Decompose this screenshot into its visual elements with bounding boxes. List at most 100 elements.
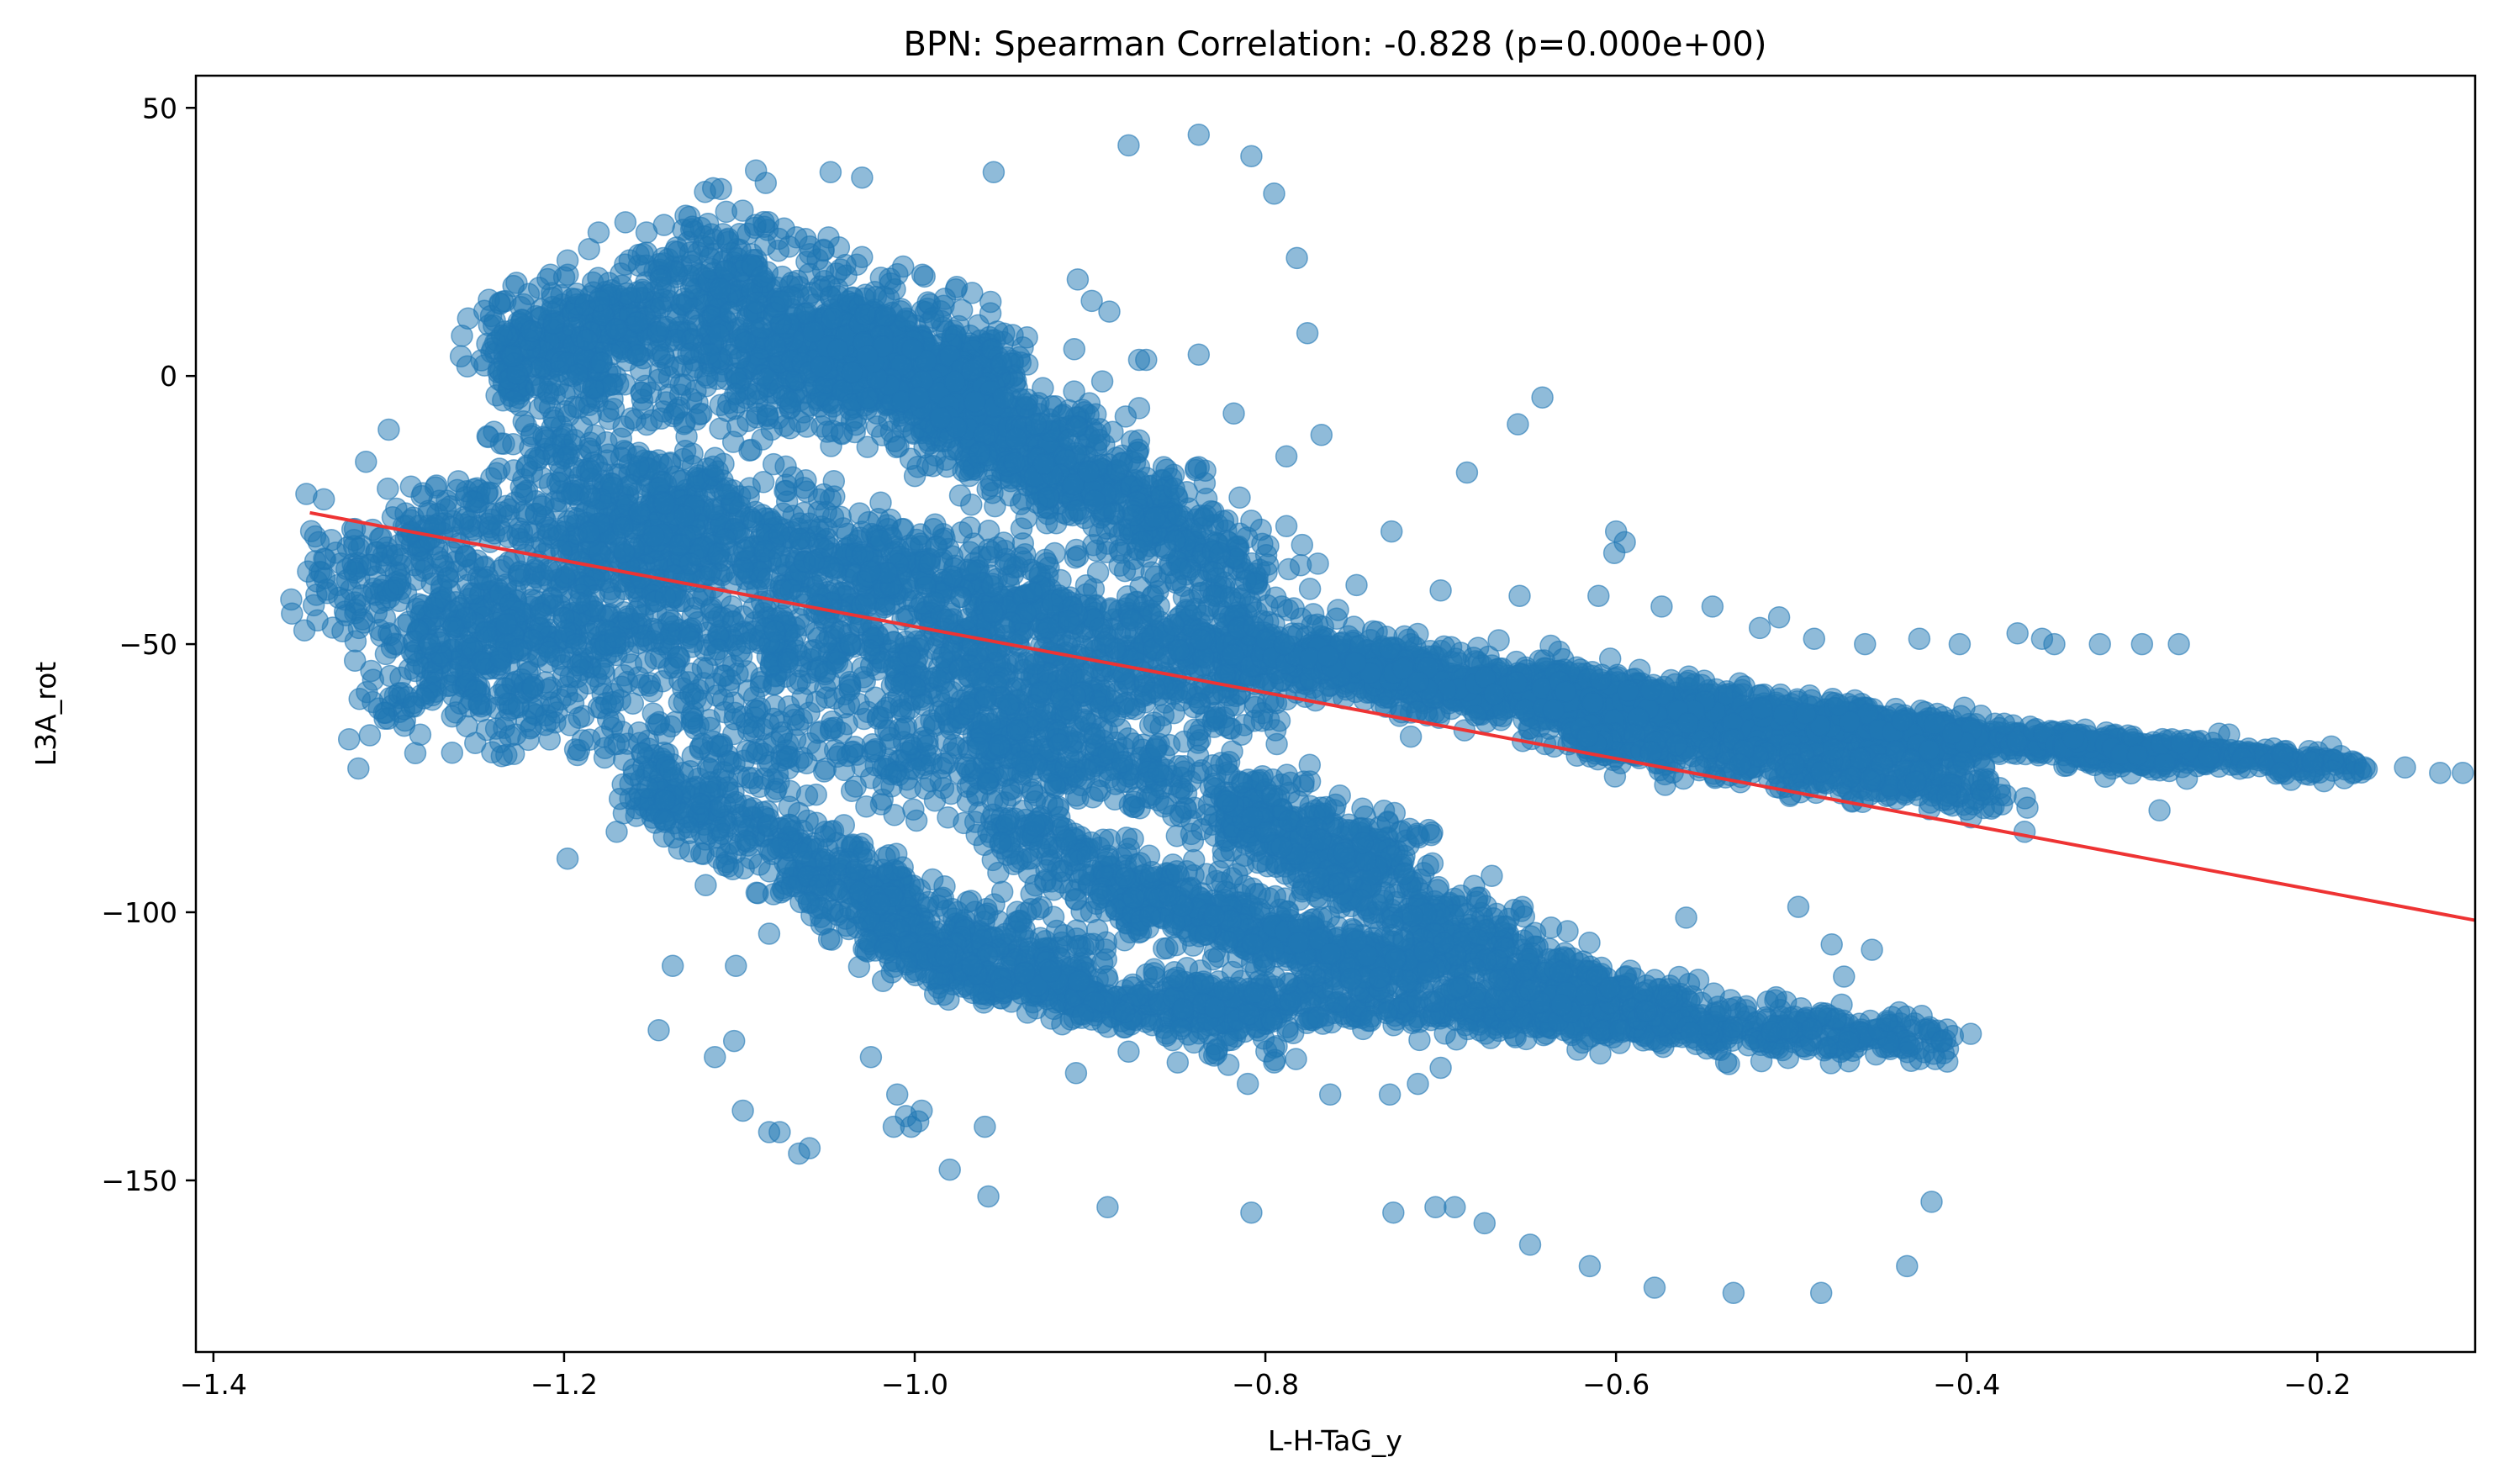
scatter-point (742, 510, 766, 533)
scatter-point (838, 679, 861, 701)
scatter-point (835, 264, 858, 287)
scatter-point (377, 478, 399, 500)
scatter-point (441, 742, 464, 764)
scatter-point (626, 344, 649, 367)
scatter-point (678, 552, 702, 575)
scatter-point (454, 545, 477, 568)
scatter-point (905, 528, 928, 552)
scatter-point (994, 552, 1017, 576)
scatter-point (578, 520, 600, 544)
scatter-point (990, 352, 1013, 375)
scatter-point (820, 435, 842, 457)
scatter-point (578, 484, 602, 508)
scatter-point (800, 281, 824, 304)
scatter-point (397, 523, 420, 547)
scatter-point (611, 515, 634, 539)
scatter-point (779, 578, 802, 602)
scatter-point (963, 390, 986, 414)
scatter-point (815, 500, 837, 524)
scatter-point (681, 358, 704, 382)
scatter-point (523, 446, 546, 470)
scatter-point (1032, 452, 1056, 476)
scatter-point (1095, 517, 1118, 540)
scatter-point (908, 386, 931, 409)
scatter-point (949, 585, 972, 609)
scatter-point (929, 407, 952, 430)
scatter-point (1164, 529, 1186, 552)
scatter-point (610, 427, 633, 450)
scatter-point (1143, 505, 1167, 529)
scatter-point (900, 337, 924, 361)
scatter-point (779, 391, 802, 414)
scatter-point (698, 342, 721, 366)
scatter-point (566, 362, 589, 386)
scatter-point (451, 325, 473, 347)
scatter-point (293, 619, 316, 642)
scatter-point (647, 320, 669, 343)
scatter-point (406, 652, 430, 675)
scatter-point (614, 211, 637, 234)
scatter-point (701, 455, 725, 478)
scatter-point (815, 631, 837, 654)
scatter-point (707, 542, 730, 566)
scatter-point (724, 383, 747, 406)
scatter-point (351, 584, 373, 607)
scatter-point (836, 522, 859, 546)
scatter-point (960, 493, 983, 516)
scatter-point (612, 541, 636, 563)
scatter-point (952, 459, 974, 483)
scatter-point (501, 345, 524, 367)
scatter-point (509, 560, 532, 584)
scatter-point (1005, 427, 1027, 451)
scatter-point (556, 249, 579, 272)
scatter-point (394, 502, 417, 525)
scatter-point (734, 331, 757, 354)
scatter-point (1057, 610, 1080, 632)
scatter-point (979, 290, 1002, 314)
scatter-point (959, 559, 982, 582)
scatter-point (374, 642, 398, 666)
scatter-point (424, 514, 446, 537)
scatter-point (462, 489, 485, 513)
scatter-point (891, 255, 915, 278)
scatter-point (673, 504, 696, 528)
scatter-point (409, 723, 432, 747)
scatter-point (745, 291, 768, 314)
scatter-point (602, 398, 626, 420)
scatter-point (635, 221, 658, 244)
scatter-point (732, 538, 756, 562)
scatter-point (1277, 557, 1301, 581)
scatter-point (456, 355, 479, 378)
scatter-point (838, 631, 862, 655)
scatter-point (358, 724, 382, 747)
scatter-point (520, 320, 543, 342)
scatter-point (1099, 599, 1122, 621)
scatter-point (874, 304, 896, 327)
scatter-point (1298, 578, 1322, 600)
scatter-point (709, 417, 731, 440)
scatter-point (543, 409, 567, 432)
scatter-point (1077, 461, 1101, 483)
scatter-point (473, 568, 497, 591)
scatter-point (788, 410, 811, 433)
scatter-point (1064, 499, 1087, 522)
scatter-point (1024, 561, 1047, 584)
scatter-point (751, 265, 773, 288)
scatter-point (542, 312, 565, 335)
scatter-point (485, 462, 508, 485)
scatter-point (1228, 486, 1251, 510)
scatter-point (313, 567, 336, 589)
scatter-point (642, 525, 665, 547)
scatter-point (641, 409, 663, 432)
scatter-point (441, 615, 465, 639)
scatter-point (992, 386, 1015, 409)
scatter-point (698, 563, 721, 586)
scatter-point (546, 471, 569, 494)
scatter-point (372, 701, 396, 725)
scatter-point (802, 550, 826, 573)
scatter-point (977, 538, 1000, 561)
scatter-point (894, 309, 917, 332)
scatter-point (878, 409, 900, 431)
scatter-point (386, 543, 409, 567)
